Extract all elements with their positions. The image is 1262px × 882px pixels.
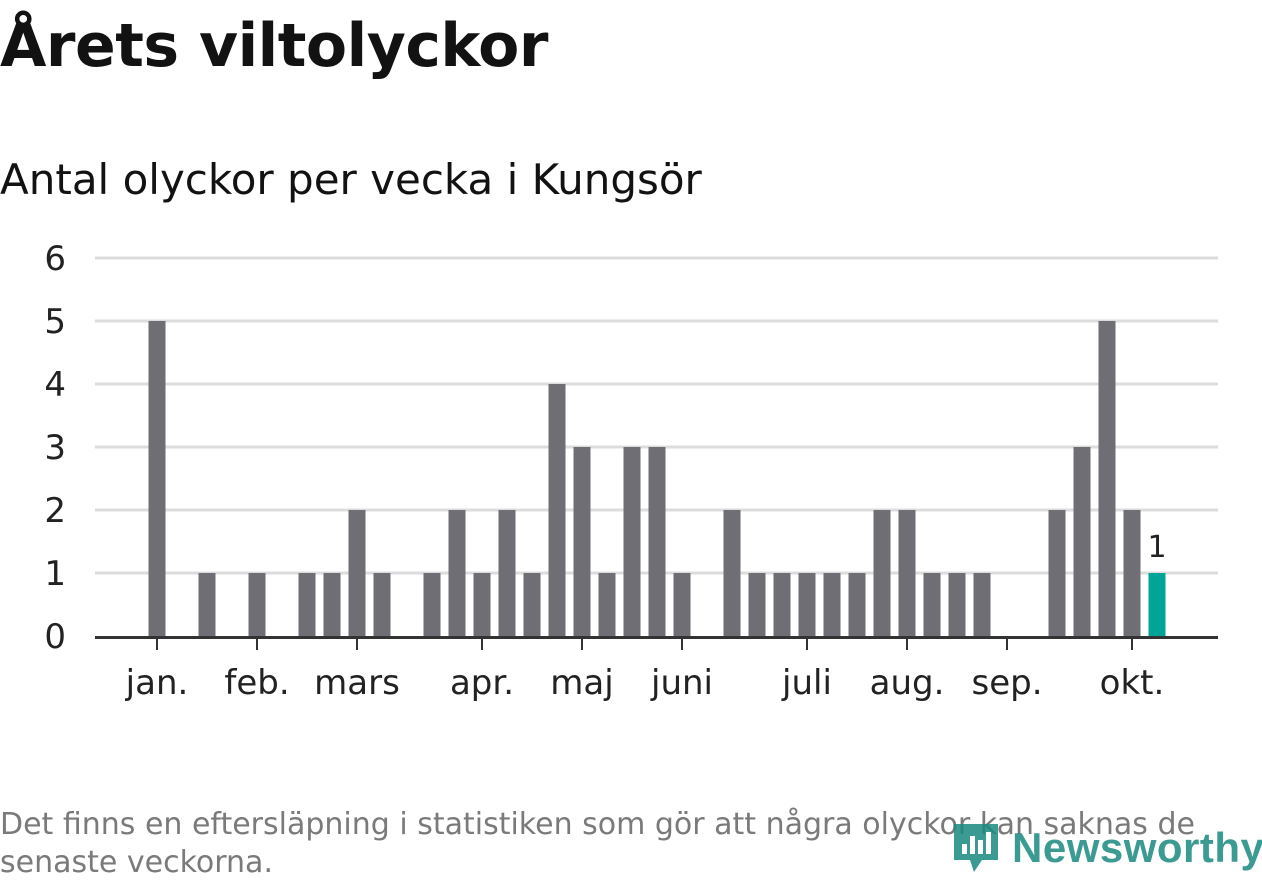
bar-week-41 xyxy=(1148,573,1166,636)
bar-week-30 xyxy=(873,510,891,636)
data-labels: 1 xyxy=(1147,530,1166,565)
chart-subtitle: Antal olyckor per vecka i Kungsör xyxy=(0,155,702,204)
bar-week-32 xyxy=(923,573,941,636)
y-tick-label: 0 xyxy=(44,617,66,657)
bar-week-7 xyxy=(298,573,316,636)
y-tick-label: 1 xyxy=(44,554,66,594)
y-tick-label: 3 xyxy=(44,428,66,468)
y-axis-ticks: 0 1 2 3 4 5 6 xyxy=(44,239,66,657)
y-tick-label: 5 xyxy=(44,302,66,342)
x-tick-label: sep. xyxy=(971,663,1042,703)
newsworthy-logo-icon xyxy=(954,824,998,872)
x-tick-label: juli xyxy=(781,663,832,703)
bar-week-21 xyxy=(648,447,666,636)
bar-week-38 xyxy=(1073,447,1091,636)
y-tick-label: 2 xyxy=(44,491,66,531)
bar-week-12 xyxy=(423,573,441,636)
bar-week-27 xyxy=(798,573,816,636)
chart-title: Årets viltolyckor xyxy=(0,11,549,81)
bar-chart: 0 1 2 3 4 5 6 jan. feb. mars apr. maj juni juli aug. s… xyxy=(44,239,1218,703)
bar-week-13 xyxy=(448,510,466,636)
bar-week-37 xyxy=(1048,510,1066,636)
x-axis-ticks: jan. feb. mars apr. maj juni juli aug. sep. okt. xyxy=(125,637,1165,703)
x-tick-label: juni xyxy=(650,663,713,703)
bar-week-31 xyxy=(898,510,916,636)
bar-week-26 xyxy=(773,573,791,636)
bar-week-22 xyxy=(673,573,691,636)
bar-week-29 xyxy=(848,573,866,636)
bar-week-19 xyxy=(598,573,616,636)
y-tick-label: 6 xyxy=(44,239,66,279)
bar-week-9 xyxy=(348,510,366,636)
data-label: 1 xyxy=(1147,530,1166,565)
x-tick-label: apr. xyxy=(450,663,514,703)
bar-week-17 xyxy=(548,384,566,636)
bar-week-3 xyxy=(198,573,216,636)
bar-week-18 xyxy=(573,447,591,636)
bar-week-28 xyxy=(823,573,841,636)
brand-name: Newsworthy xyxy=(1012,824,1262,871)
bar-week-1 xyxy=(148,321,166,636)
bar-week-33 xyxy=(948,573,966,636)
bar-week-34 xyxy=(973,573,991,636)
bar-week-39 xyxy=(1098,321,1116,636)
x-tick-label: jan. xyxy=(125,663,189,703)
bar-week-14 xyxy=(473,573,491,636)
x-tick-label: aug. xyxy=(870,663,945,703)
bar-week-10 xyxy=(373,573,391,636)
bar-week-20 xyxy=(623,447,641,636)
bar-week-15 xyxy=(498,510,516,636)
bar-week-25 xyxy=(748,573,766,636)
x-tick-label: okt. xyxy=(1100,663,1165,703)
x-tick-label: feb. xyxy=(224,663,289,703)
bars xyxy=(148,321,1166,636)
x-tick-label: maj xyxy=(550,663,613,703)
brand[interactable]: Newsworthy xyxy=(950,818,1262,878)
bar-week-24 xyxy=(723,510,741,636)
bar-week-40 xyxy=(1123,510,1141,636)
x-tick-label: mars xyxy=(314,663,400,703)
y-tick-label: 4 xyxy=(44,365,66,405)
bar-week-16 xyxy=(523,573,541,636)
bar-week-5 xyxy=(248,573,266,636)
bar-week-8 xyxy=(323,573,341,636)
